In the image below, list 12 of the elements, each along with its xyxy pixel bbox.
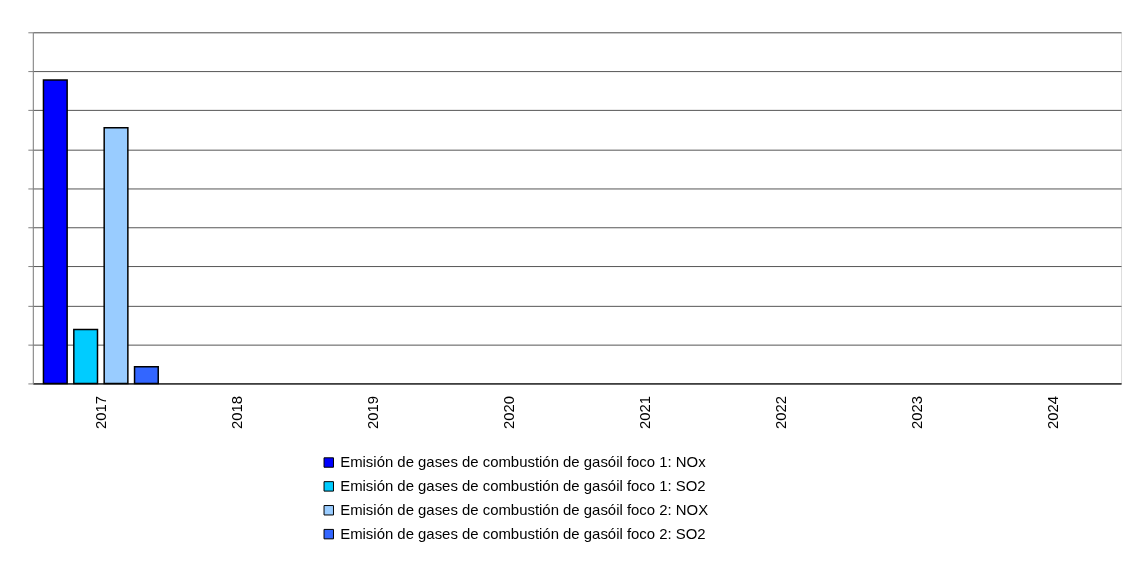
x-tick-label: 2022 [771, 395, 789, 430]
x-tick-label: 2019 [363, 395, 381, 430]
legend-label: Emisión de gases de combustión de gasóil foco 1: NOx [340, 453, 707, 471]
x-tick-label: 2021 [635, 395, 653, 430]
legend-label: Emisión de gases de combustión de gasóil foco 2: NOX [340, 501, 709, 519]
x-tick-label: 2023 [907, 395, 925, 430]
legend-label: Emisión de gases de combustión de gasóil foco 2: SO2 [340, 525, 706, 543]
x-tick-label: 2020 [499, 395, 517, 430]
x-tick-label: 2018 [227, 395, 245, 430]
legend-label: Emisión de gases de combustión de gasóil foco 1: SO2 [340, 477, 706, 495]
x-tick-label: 2017 [91, 395, 109, 430]
x-tick-label: 2024 [1044, 395, 1062, 430]
